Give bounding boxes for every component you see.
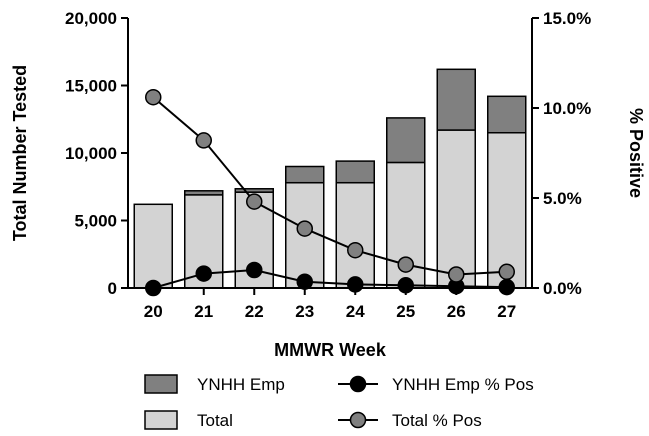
point-ynhh-emp-pos-22 [246,261,263,279]
y-tick-label-left: 5,000 [74,212,117,231]
legend-label-total-pos: Total % Pos [392,411,482,430]
x-tick-label: 25 [396,302,415,321]
x-tick-label: 26 [447,302,466,321]
bar-ynhh-emp-23 [285,165,325,184]
legend-label-total: Total [197,411,233,430]
y-tick-label-left: 20,000 [65,9,117,28]
bar-ynhh-emp-24 [335,160,375,184]
point-total-pos-24 [347,241,364,259]
y-tick-label-left: 10,000 [65,144,117,163]
point-ynhh-emp-pos-21 [195,265,212,282]
x-tick-label: 24 [346,302,365,321]
x-axis-title: MMWR Week [274,340,387,360]
point-total-pos-27 [498,263,515,281]
bars-layer [133,68,527,289]
bar-total-20 [133,203,173,289]
bar-total-24 [335,181,375,289]
y-tick-label-left: 0 [108,279,117,298]
axes-layer: 0 5,000 10,000 15,000 20,000 0.0% 5.0% 10.0% 15.… [10,9,646,360]
bar-ynhh-emp-26 [436,68,476,131]
x-tick-label: 20 [144,302,163,321]
point-total-pos-25 [397,256,414,273]
legend-swatch-total [144,410,178,430]
x-tick-label: 27 [497,302,516,321]
y-axis-title-right: % Positive [626,108,646,198]
point-total-pos-23 [296,220,313,237]
legend-label-ynhh-emp: YNHH Emp [197,375,285,394]
bar-ynhh-emp-27 [487,95,527,134]
legend-marker-ynhh-emp-pos [349,375,367,393]
y-tick-label-right: 5.0% [543,189,582,208]
legend-swatch-ynhh-emp [144,374,178,394]
legend-marker-total-pos [349,411,367,429]
y-axis-title-left: Total Number Tested [10,65,30,241]
x-tick-label: 22 [245,302,264,321]
y-tick-label-right: 0.0% [543,279,582,298]
point-total-pos-22 [246,193,263,210]
x-tick-label: 23 [295,302,314,321]
bar-ynhh-emp-21 [184,190,224,196]
legend-label-ynhh-emp-pos: YNHH Emp % Pos [392,375,534,394]
legend: YNHH Emp YNHH Emp % Pos Total Total % Pos [144,374,534,430]
line-total-pos [152,96,507,276]
point-ynhh-emp-pos-23 [296,273,313,290]
x-tick-label: 21 [194,302,213,321]
y-tick-label-left: 15,000 [65,77,117,96]
point-total-pos-21 [195,132,212,149]
bar-total-26 [436,129,476,289]
point-total-pos-26 [448,266,465,283]
line-ynhh-emp-pos [152,268,507,289]
bar-ynhh-emp-25 [386,117,426,164]
y-tick-label-right: 15.0% [543,9,591,28]
y-tick-label-right: 10.0% [543,99,591,118]
point-total-pos-20 [145,88,162,106]
bar-ynhh-emp-22 [234,188,274,193]
